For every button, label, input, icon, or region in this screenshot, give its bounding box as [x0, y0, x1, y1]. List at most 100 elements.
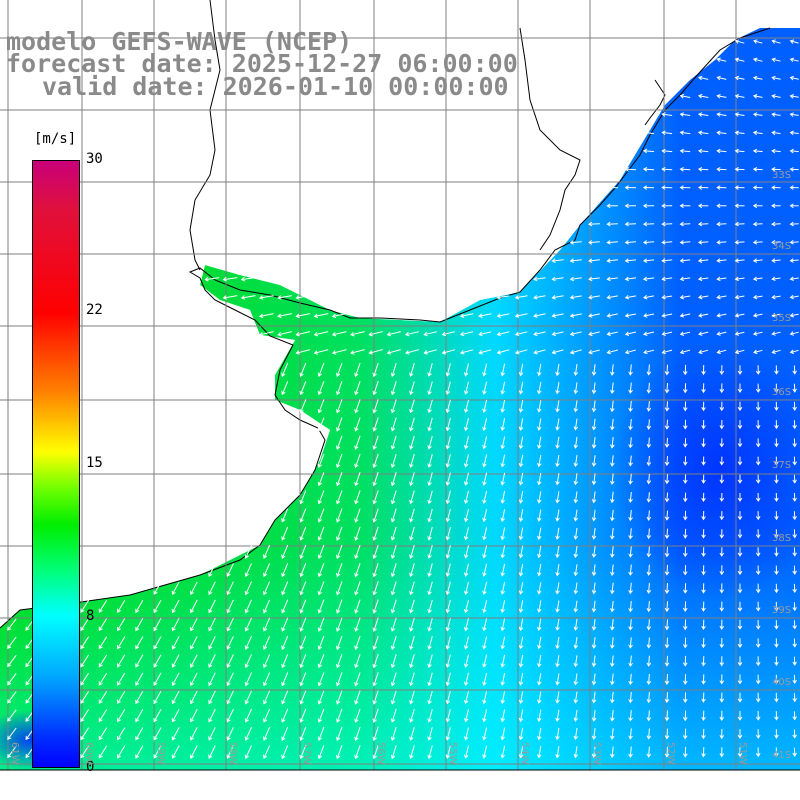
wind-arrow-head — [737, 479, 743, 484]
wind-arrow-head — [390, 372, 396, 377]
wind-arrow-head — [701, 589, 706, 594]
wind-arrow-head — [624, 331, 630, 336]
wind-arrow — [190, 636, 198, 650]
wind-arrow — [446, 581, 451, 595]
wind-arrow-head — [771, 258, 776, 263]
wind-arrow — [611, 528, 614, 539]
wind-arrow-head — [679, 203, 684, 209]
wind-arrow-head — [317, 572, 323, 578]
wind-arrow-head — [734, 239, 739, 245]
wind-arrow-head — [80, 608, 85, 613]
wind-arrow — [772, 295, 781, 298]
wind-arrow — [263, 654, 271, 668]
wind-arrow — [643, 313, 655, 317]
wind-arrow — [735, 241, 745, 243]
wind-arrow-head — [354, 663, 359, 669]
wind-arrow-head — [390, 445, 396, 450]
wind-arrow-head — [737, 680, 743, 685]
wind-arrow-head — [664, 371, 670, 376]
wind-arrow-head — [336, 500, 341, 505]
wind-arrow-head — [573, 571, 579, 577]
wind-arrow-head — [500, 372, 505, 377]
wind-arrow-head — [771, 221, 776, 227]
wind-arrow — [648, 746, 650, 757]
wind-arrow — [556, 636, 560, 649]
wind-arrow-head — [244, 609, 249, 614]
wind-arrow-head — [500, 754, 505, 759]
wind-arrow — [314, 349, 329, 354]
wind-arrow — [281, 544, 289, 559]
wind-arrow — [629, 491, 632, 503]
wind-arrow — [629, 400, 632, 412]
wind-arrow-head — [244, 681, 249, 687]
wind-arrow-head — [409, 754, 414, 760]
wind-arrow-head — [500, 481, 505, 486]
wind-arrow — [98, 745, 108, 758]
wind-arrow-head — [98, 699, 103, 704]
wind-arrow — [625, 331, 637, 335]
wind-arrow-head — [646, 717, 652, 722]
wind-arrow-head — [752, 130, 758, 136]
wind-arrow — [666, 364, 668, 375]
wind-arrow — [717, 58, 727, 62]
wind-arrow — [281, 690, 289, 704]
wind-arrow-head — [190, 590, 195, 596]
wind-arrow-head — [390, 609, 396, 614]
wind-arrow-head — [755, 388, 761, 393]
lon-label-60w: 60W — [83, 742, 94, 765]
wind-arrow-head — [774, 570, 779, 575]
wind-arrow-head — [500, 554, 505, 559]
wind-arrow-head — [698, 331, 703, 336]
wind-arrow-head — [427, 754, 432, 759]
wind-arrow-head — [263, 736, 268, 741]
wind-arrow — [318, 563, 325, 577]
wind-arrow-head — [792, 716, 797, 721]
wind-arrow-head — [719, 497, 725, 502]
wind-arrow — [446, 709, 451, 722]
wind-arrow-head — [697, 185, 703, 190]
wind-arrow-head — [737, 698, 743, 703]
wind-arrow-head — [117, 717, 121, 723]
wind-arrow — [300, 617, 307, 632]
wind-arrow-head — [683, 425, 688, 430]
wind-arrow — [790, 259, 799, 262]
wind-arrow-head — [701, 753, 706, 758]
wind-arrow-head — [463, 426, 469, 432]
wind-arrow — [245, 599, 252, 613]
wind-arrow — [501, 691, 506, 704]
wind-arrow-head — [664, 425, 670, 430]
wind-arrow-head — [336, 463, 341, 469]
wind-arrow — [428, 472, 433, 486]
wind-arrow-head — [755, 516, 761, 521]
wind-arrow-head — [336, 481, 341, 487]
wind-arrow-head — [80, 699, 85, 704]
wind-arrow — [428, 672, 433, 686]
wind-arrow — [698, 313, 709, 317]
wind-arrow-head — [716, 75, 721, 81]
wind-arrow-head — [135, 681, 140, 686]
wind-arrow-head — [573, 735, 579, 741]
wind-arrow-head — [792, 534, 797, 539]
wind-arrow-head — [208, 754, 213, 759]
wind-arrow — [355, 654, 361, 668]
wind-arrow-head — [734, 166, 739, 172]
wind-arrow — [520, 654, 524, 667]
wind-arrow — [753, 95, 763, 98]
wind-arrow-head — [628, 571, 633, 576]
wind-arrow — [98, 672, 108, 686]
wind-arrow-head — [409, 390, 414, 396]
wind-arrow-head — [573, 426, 579, 431]
wind-arrow — [80, 636, 90, 649]
wind-arrow-head — [482, 645, 487, 650]
wind-arrow-head — [716, 185, 721, 190]
wind-arrow-head — [478, 313, 483, 318]
wind-arrow-head — [445, 572, 451, 577]
wind-arrow — [735, 77, 745, 80]
colorbar-tick-15: 15 — [86, 455, 103, 471]
wind-arrow — [666, 492, 668, 502]
wind-arrow-head — [664, 698, 670, 704]
wind-arrow-head — [737, 643, 743, 649]
wind-arrow — [501, 545, 506, 558]
wind-arrow-head — [792, 424, 797, 430]
wind-arrow — [574, 436, 578, 448]
